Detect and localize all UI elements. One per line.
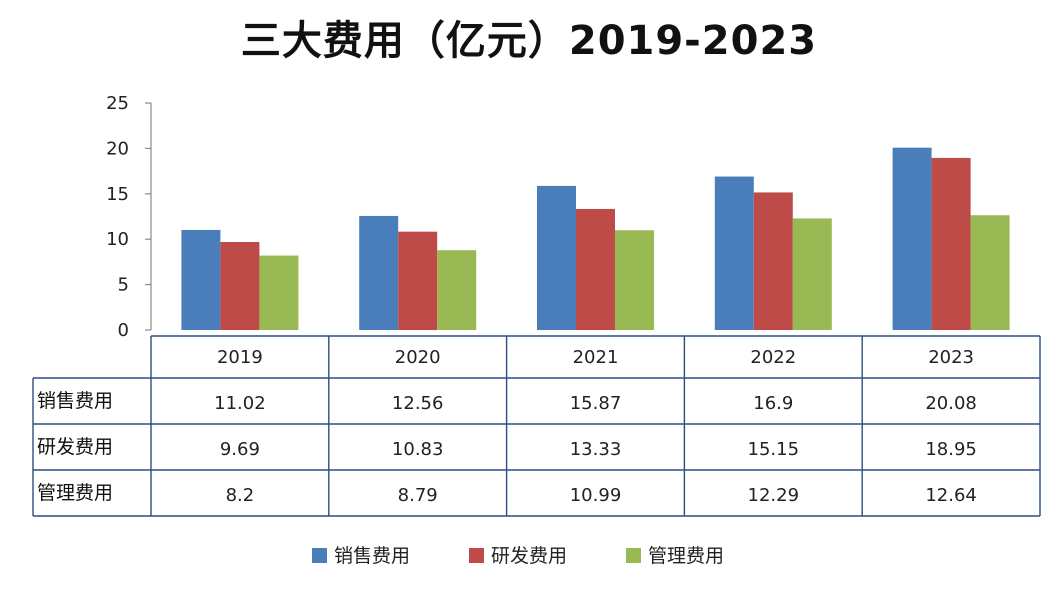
data-label: 10.83	[392, 439, 444, 460]
data-label: 16.9	[753, 393, 793, 414]
y-tick-label: 5	[118, 275, 129, 296]
bar-1-2020	[359, 215, 399, 330]
y-tick-label: 25	[106, 93, 129, 114]
data-label: 13.33	[570, 439, 622, 460]
data-label: 8.2	[226, 485, 255, 506]
bar-3-2022	[792, 218, 832, 330]
data-label: 18.95	[925, 439, 977, 460]
bar-3-2023	[970, 215, 1010, 330]
y-tick-label: 15	[106, 184, 129, 205]
bar-2-2023	[931, 157, 971, 330]
bar-1-2021	[537, 185, 576, 330]
legend-label: 研发费用	[491, 545, 567, 567]
data-label: 20.08	[925, 393, 977, 414]
legend-label: 销售费用	[334, 545, 410, 567]
table-row-label: 研发费用	[37, 436, 113, 458]
bar-3-2020	[437, 250, 477, 330]
data-label: 12.64	[925, 485, 977, 506]
bar-2-2020	[398, 231, 438, 330]
x-tick-label: 2019	[217, 347, 263, 368]
data-label: 10.99	[570, 485, 622, 506]
legend-swatch	[312, 548, 327, 563]
data-label: 11.02	[214, 393, 266, 414]
legend-swatch	[469, 548, 484, 563]
table-row-label: 销售费用	[37, 390, 113, 412]
bar-3-2019	[259, 255, 299, 330]
table-row-label: 管理费用	[37, 482, 113, 504]
chart-title: 三大费用（亿元）2019-2023	[240, 18, 818, 64]
data-label: 15.15	[748, 439, 800, 460]
x-tick-label: 2021	[573, 347, 619, 368]
legend-swatch	[626, 548, 641, 563]
data-label: 12.56	[392, 393, 444, 414]
bar-3-2021	[615, 230, 654, 330]
data-label: 12.29	[748, 485, 800, 506]
x-tick-label: 2023	[928, 347, 974, 368]
bar-1-2022	[714, 176, 754, 330]
y-tick-label: 20	[106, 138, 129, 159]
data-label: 9.69	[220, 439, 260, 460]
x-tick-label: 2022	[750, 347, 796, 368]
y-tick-label: 0	[118, 320, 129, 341]
x-tick-label: 2020	[395, 347, 441, 368]
bar-1-2023	[892, 147, 932, 330]
data-label: 8.79	[398, 485, 438, 506]
legend-label: 管理费用	[648, 545, 724, 567]
bar-2-2022	[753, 192, 793, 330]
bar-1-2019	[181, 229, 221, 330]
data-label: 15.87	[570, 393, 622, 414]
bar-2-2021	[576, 208, 615, 330]
y-tick-label: 10	[106, 229, 129, 250]
bar-2-2019	[220, 242, 260, 330]
